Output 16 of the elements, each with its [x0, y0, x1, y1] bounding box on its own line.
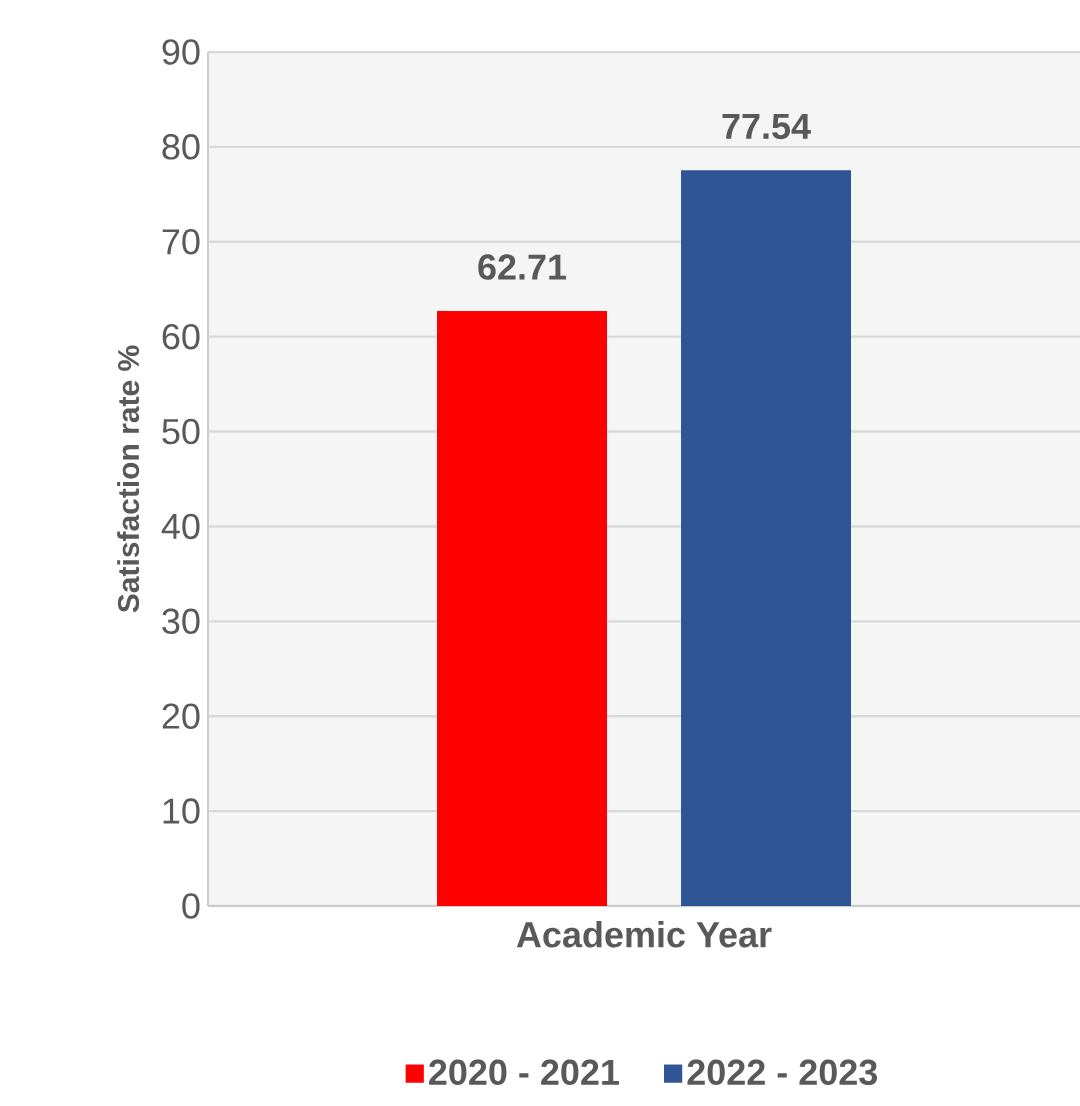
x-tick-label: Academic Year — [516, 921, 772, 948]
legend-label: 2020 - 2021 — [429, 1059, 619, 1086]
y-tick-label: 50 — [162, 418, 200, 445]
y-tick-label: 10 — [163, 798, 200, 824]
legend-label: 2022 - 2023 — [687, 1059, 878, 1086]
y-tick-label: 20 — [162, 703, 200, 729]
y-tick-label: 60 — [162, 323, 200, 350]
y-tick-label: 40 — [161, 513, 200, 540]
y-tick-label: 0 — [182, 893, 200, 919]
y-tick-label: 90 — [162, 39, 200, 65]
y-tick-label: 30 — [162, 608, 200, 635]
data-label: 77.54 — [722, 114, 811, 140]
y-tick-label: 70 — [162, 229, 200, 255]
data-label: 62.71 — [478, 254, 567, 280]
y-axis-title: Satisfaction rate % — [117, 345, 140, 613]
y-tick-label: 80 — [162, 134, 200, 160]
